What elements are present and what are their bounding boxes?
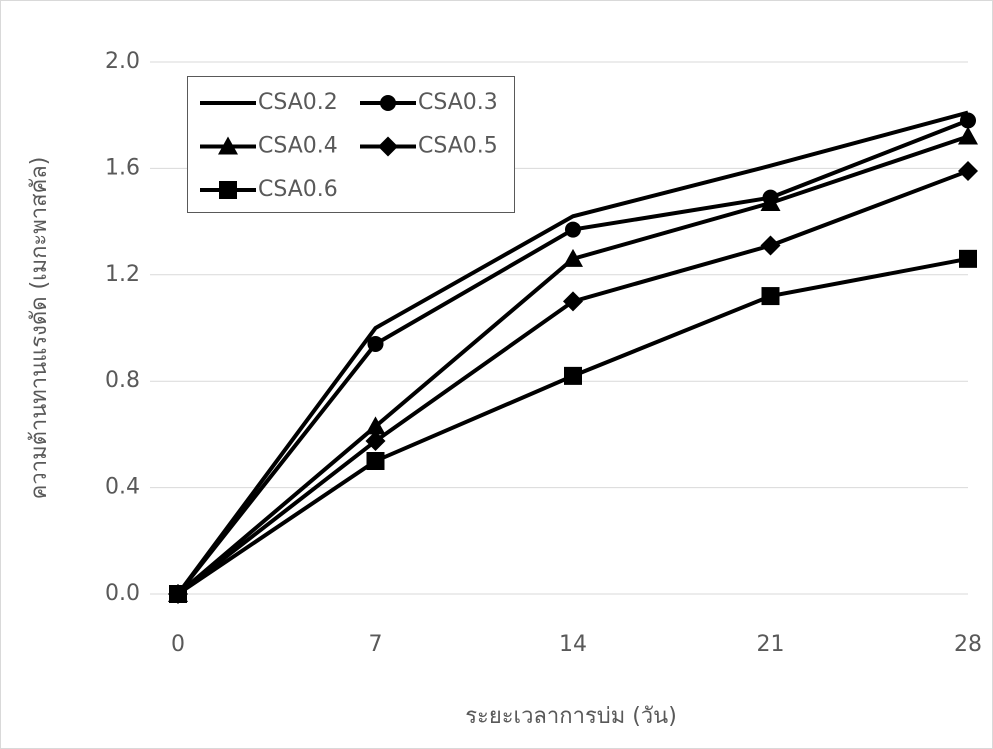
legend-marker (219, 181, 237, 199)
x-tick-label: 21 (757, 632, 785, 657)
y-tick-label: 1.2 (105, 262, 140, 287)
marker (761, 287, 780, 306)
x-tick-label: 14 (559, 632, 587, 657)
y-tick-label: 2.0 (105, 49, 140, 74)
x-tick-label: 7 (369, 632, 383, 657)
y-axis-label: ความต้านทานแรงดัด (เมกะพาสคัล) (27, 157, 52, 500)
x-tick-label: 28 (954, 632, 982, 657)
legend-label: CSA0.3 (418, 90, 498, 115)
legend-marker (218, 136, 238, 155)
marker (563, 291, 583, 312)
marker (169, 585, 187, 603)
marker (367, 335, 384, 352)
y-tick-label: 0.0 (105, 581, 140, 606)
marker (365, 416, 386, 435)
legend-label: CSA0.4 (258, 134, 338, 159)
legend-label: CSA0.2 (258, 90, 338, 115)
x-tick-label: 0 (171, 632, 185, 657)
y-tick-label: 0.4 (105, 475, 140, 500)
marker (365, 431, 386, 452)
marker (960, 112, 976, 129)
marker (563, 248, 583, 267)
y-tick-label: 0.8 (105, 368, 140, 393)
x-axis-label: ระยะเวลาการบ่ม (วัน) (465, 704, 677, 729)
y-tick-label: 1.6 (105, 155, 140, 180)
legend-marker (380, 95, 396, 111)
marker (958, 126, 978, 145)
marker (366, 452, 385, 470)
legend-marker (378, 136, 398, 157)
marker (959, 249, 977, 268)
legend-label: CSA0.6 (258, 177, 338, 202)
series-line (176, 110, 969, 596)
marker (760, 192, 781, 211)
marker (760, 235, 781, 256)
marker (564, 366, 582, 385)
legend-label: CSA0.5 (418, 134, 498, 159)
marker (958, 161, 978, 182)
marker (565, 221, 581, 238)
